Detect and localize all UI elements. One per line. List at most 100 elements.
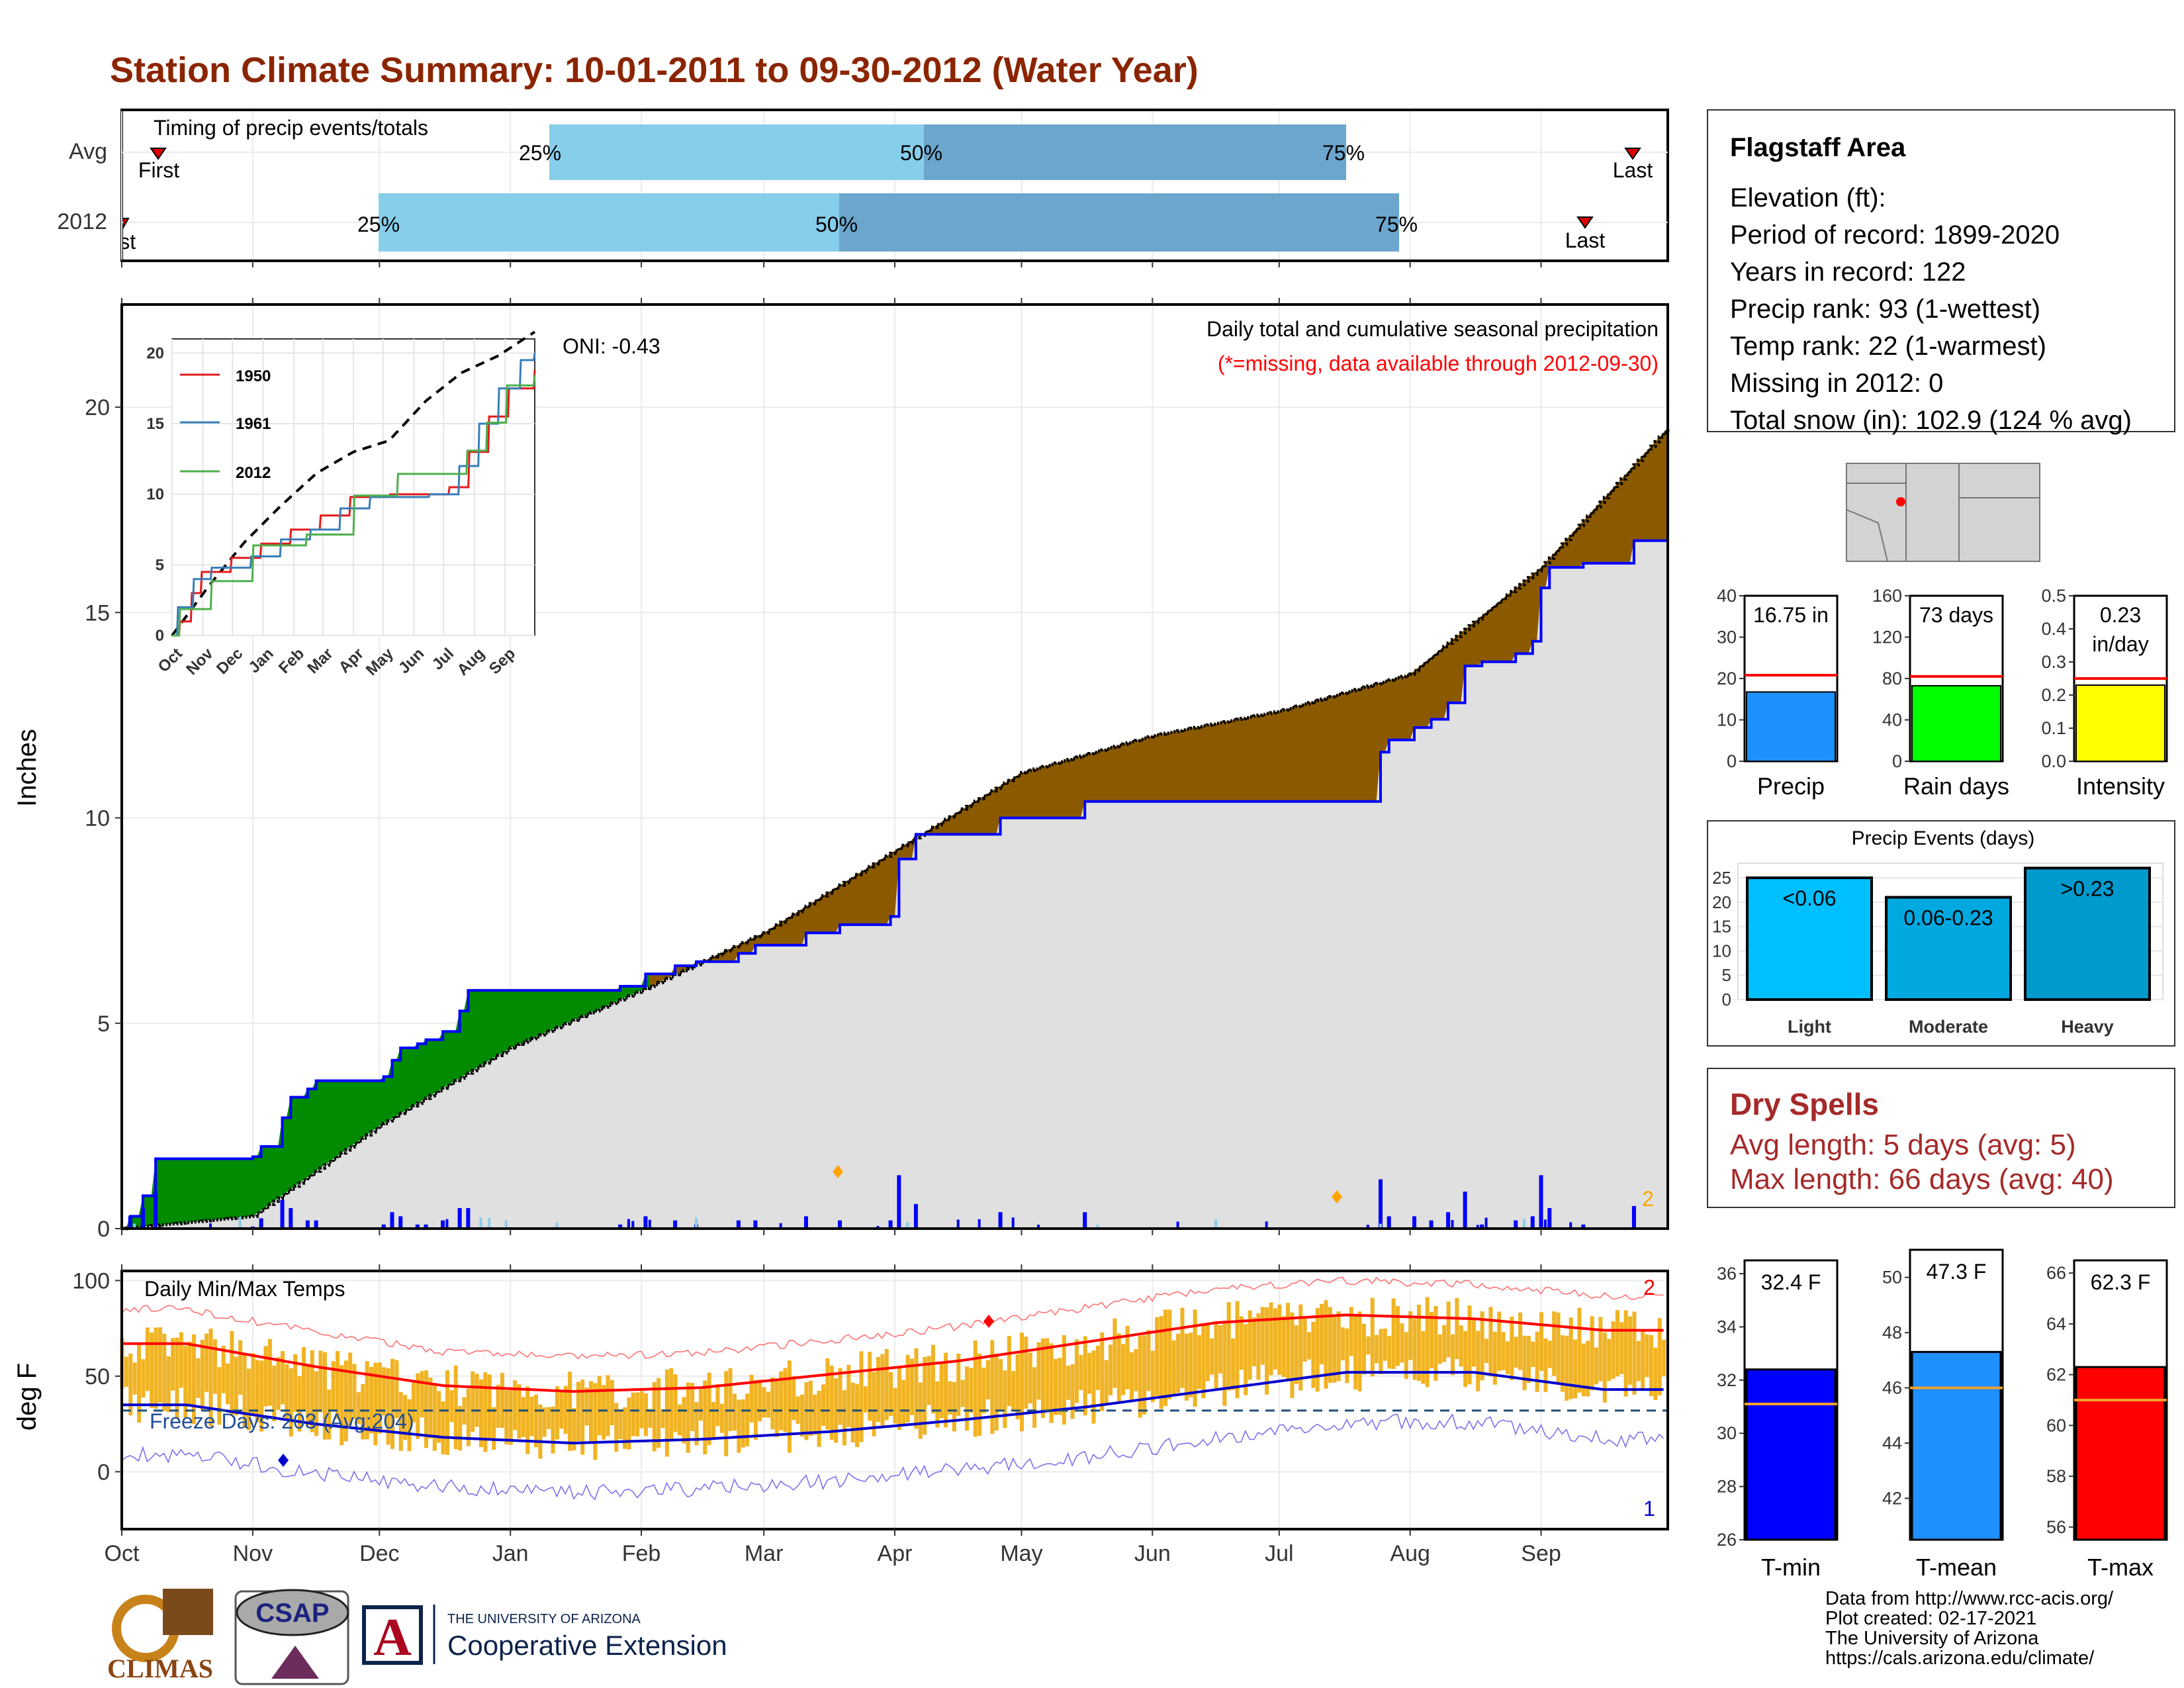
- daily-precip-bar: [1096, 1224, 1099, 1229]
- daily-temp-bar: [411, 1382, 416, 1423]
- daily-precip-bar: [457, 1207, 462, 1229]
- daily-temp-bar: [272, 1366, 277, 1422]
- daily-temp-bar: [533, 1394, 538, 1448]
- daily-temp-bar: [602, 1385, 606, 1440]
- daily-temp-bar: [1657, 1318, 1662, 1395]
- daily-temp-bar: [263, 1346, 268, 1407]
- summary-ytick-label: 0: [1727, 751, 1737, 771]
- daily-temp-bar: [1459, 1325, 1463, 1367]
- precip-title-line2: (*=missing, data available through 2012-…: [1218, 352, 1659, 375]
- daily-temp-bar: [1607, 1338, 1612, 1382]
- daily-temp-bar: [183, 1346, 188, 1418]
- summary-value-label: 0.23: [2100, 603, 2141, 627]
- daily-temp-bar: [606, 1375, 610, 1436]
- daily-temp-bar: [893, 1387, 897, 1424]
- daily-temp-bar: [373, 1362, 378, 1446]
- temp-summary-value-label: 32.4 F: [1761, 1270, 1821, 1294]
- daily-temp-bar: [513, 1380, 518, 1430]
- summary-ytick-label: 0.3: [2041, 652, 2066, 672]
- events-category-label: Light: [1788, 1017, 1831, 1037]
- daily-temp-range-bars: [120, 1297, 1666, 1460]
- daily-temp-bar: [1273, 1308, 1277, 1370]
- legend-2012-label: 2012: [236, 464, 271, 482]
- daily-temp-bar: [192, 1334, 197, 1425]
- daily-temp-bar: [1476, 1331, 1480, 1391]
- daily-temp-bar: [361, 1383, 365, 1440]
- temp-summary-bar-t-max: [2075, 1366, 2166, 1541]
- avg-bar-25-50: [549, 124, 924, 180]
- daily-temp-bar: [301, 1346, 306, 1411]
- daily-temp-bar: [732, 1393, 737, 1431]
- daily-temp-bar: [356, 1392, 361, 1425]
- daily-precip-bar: [1412, 1216, 1417, 1229]
- temp-summary-ytick-label: 58: [2046, 1466, 2066, 1486]
- y2012-p25: 25%: [357, 212, 400, 236]
- daily-temp-bar: [432, 1384, 437, 1451]
- daily-temp-bar: [1345, 1328, 1349, 1383]
- daily-precip-bar: [1446, 1212, 1451, 1229]
- daily-precip-bar: [906, 1222, 909, 1229]
- info-total-snow: Total snow (in): 102.9 (124 % avg): [1730, 406, 2132, 435]
- daily-precip-bar: [695, 1217, 698, 1229]
- legend-1950-label: 1950: [236, 367, 271, 385]
- daily-temp-bar: [255, 1360, 259, 1423]
- month-axis-label: Feb: [622, 1541, 661, 1566]
- avg-p50: 50%: [900, 141, 942, 165]
- summary-ytick-label: 20: [1717, 669, 1737, 688]
- daily-temp-bar: [1231, 1338, 1236, 1390]
- daily-temp-bar: [1349, 1307, 1353, 1356]
- daily-temp-bar: [1260, 1307, 1265, 1365]
- daily-temp-bar: [251, 1353, 255, 1416]
- summary-ytick-label: 120: [1872, 628, 1902, 647]
- daily-temp-bar: [1619, 1322, 1624, 1374]
- daily-precip-bar: [643, 1216, 648, 1229]
- summary-ytick-label: 0.5: [2041, 586, 2066, 606]
- daily-temp-bar: [1437, 1334, 1442, 1364]
- daily-precip-bar: [1214, 1219, 1218, 1229]
- daily-temp-bar: [1341, 1327, 1345, 1361]
- temp-summary-ytick-label: 66: [2046, 1263, 2066, 1283]
- daily-temp-bar: [1095, 1345, 1100, 1390]
- daily-temp-bar: [1226, 1302, 1231, 1391]
- timing-label: Timing of precip events/totals: [154, 116, 428, 140]
- daily-temp-bar: [1484, 1338, 1489, 1364]
- daily-temp-bar: [872, 1372, 876, 1436]
- summary-bar-rain-days: [1911, 684, 2001, 762]
- station-name: Flagstaff Area: [1730, 133, 1906, 162]
- daily-temp-bar: [336, 1350, 340, 1419]
- daily-temp-bar: [1366, 1336, 1371, 1355]
- daily-precip-bar: [753, 1220, 758, 1229]
- daily-temp-bar: [1193, 1309, 1197, 1407]
- daily-precip-bar: [504, 1220, 508, 1229]
- daily-temp-bar: [1109, 1344, 1113, 1395]
- daily-temp-bar: [150, 1332, 154, 1408]
- daily-precip-bar: [1543, 1219, 1547, 1229]
- daily-temp-bar: [876, 1357, 880, 1423]
- daily-precip-bar: [1480, 1224, 1484, 1229]
- daily-precip-bar: [398, 1216, 403, 1229]
- daily-temp-bar: [521, 1397, 525, 1437]
- daily-temp-bar: [711, 1401, 716, 1440]
- daily-temp-bar: [475, 1374, 479, 1427]
- partner-logos: CLIMAS CSAP A THE UNIVERSITY OF ARIZONA …: [107, 1589, 727, 1685]
- summary-value-label: 16.75 in: [1753, 603, 1829, 627]
- daily-temp-bar: [1328, 1307, 1332, 1383]
- daily-temp-bar: [1467, 1305, 1472, 1385]
- daily-temp-bar: [449, 1390, 454, 1423]
- daily-temp-bar: [1054, 1358, 1058, 1415]
- daily-temp-bar: [1324, 1300, 1328, 1389]
- daily-temp-bar: [1277, 1304, 1282, 1375]
- daily-temp-bar: [969, 1368, 974, 1413]
- daily-temp-bar: [166, 1356, 171, 1413]
- daily-temp-bar: [196, 1358, 201, 1398]
- timing-panel: Timing of precip events/totals Avg 2012 …: [57, 109, 1669, 267]
- daily-temp-bar: [669, 1368, 674, 1441]
- daily-precip-bar: [488, 1217, 491, 1229]
- observed-cumulative-line: [122, 539, 1668, 1230]
- daily-temp-bar: [779, 1371, 784, 1430]
- daily-temp-bar: [1306, 1332, 1311, 1360]
- daily-precip-bar: [1530, 1216, 1535, 1229]
- y2012-last-marker: [1576, 216, 1594, 229]
- daily-temp-bar: [1552, 1311, 1557, 1376]
